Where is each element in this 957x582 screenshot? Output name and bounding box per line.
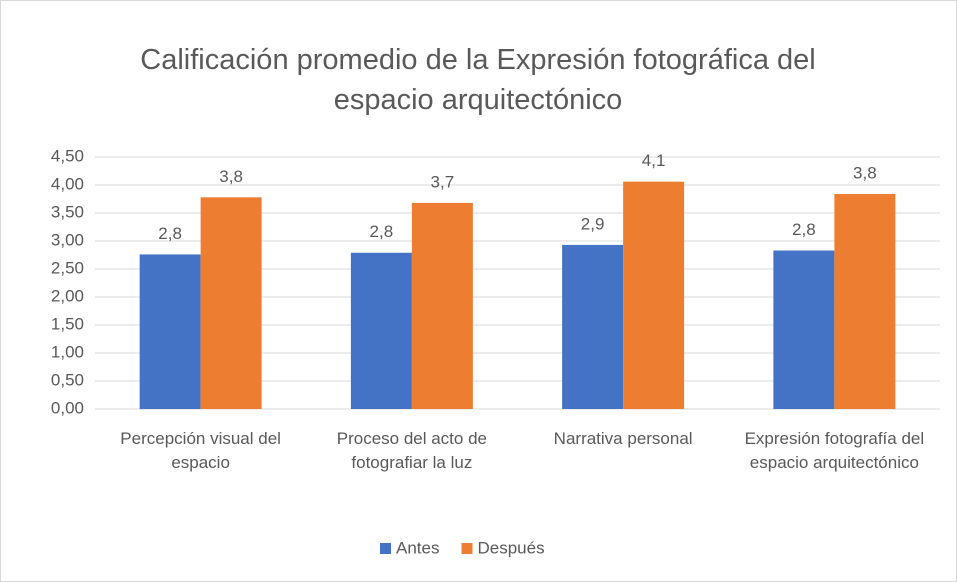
y-tick-label: 4,50 [51, 146, 84, 165]
data-label: 3,8 [853, 163, 877, 182]
y-tick-label: 0,50 [51, 370, 84, 389]
data-label: 3,7 [431, 172, 455, 191]
y-tick-label: 1,50 [51, 314, 84, 333]
y-tick-label: 1,00 [51, 342, 84, 361]
bar [773, 250, 835, 409]
data-label: 3,8 [219, 167, 243, 186]
legend-swatch [461, 543, 473, 554]
y-tick-label: 3,50 [51, 202, 84, 221]
data-label: 4,1 [642, 151, 666, 170]
bar [562, 244, 624, 409]
data-label: 2,8 [158, 224, 182, 243]
legend-label: Después [477, 538, 544, 557]
chart-title: Calificación promedio de la Expresión fo… [140, 44, 816, 116]
bar [139, 254, 201, 409]
bar [834, 193, 896, 409]
y-tick-label: 3,00 [51, 230, 84, 249]
y-tick-label: 2,00 [51, 286, 84, 305]
bar [350, 252, 412, 409]
y-tick-label: 4,00 [51, 174, 84, 193]
x-tick-label: Narrativa personal [553, 429, 693, 448]
y-tick-label: 0,00 [51, 398, 84, 417]
legend-label: Antes [396, 538, 439, 557]
bar [623, 181, 685, 409]
data-label: 2,8 [792, 220, 816, 239]
data-label: 2,9 [581, 214, 605, 233]
x-tick-label: Percepción visual del espacio [120, 429, 281, 472]
bar [411, 202, 473, 409]
y-tick-label: 2,50 [51, 258, 84, 277]
legend-swatch [380, 543, 391, 554]
x-tick-label: Expresión fotografía del espacio arquite… [744, 429, 925, 472]
data-label: 2,8 [370, 222, 394, 241]
bar [200, 197, 262, 409]
x-tick-label: Proceso del acto de fotografiar la luz [336, 429, 487, 472]
